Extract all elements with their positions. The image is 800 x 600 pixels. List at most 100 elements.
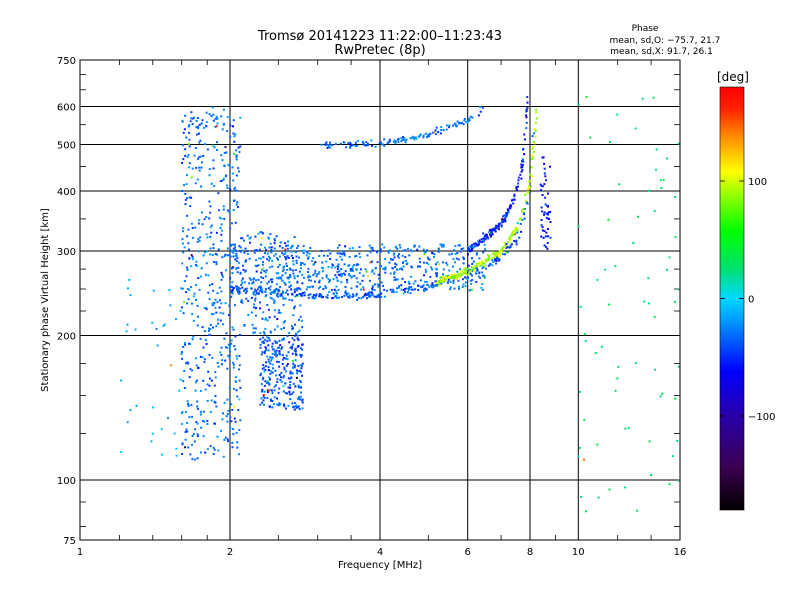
data-point — [196, 422, 199, 425]
data-point — [244, 292, 247, 294]
data-point — [301, 348, 303, 351]
data-point — [351, 269, 354, 272]
grid — [80, 60, 680, 540]
data-point — [371, 260, 373, 263]
data-point — [391, 267, 394, 270]
x-tick-label: 2 — [227, 547, 233, 558]
data-point — [265, 361, 267, 364]
data-point — [182, 230, 185, 233]
data-point — [209, 205, 212, 208]
data-point — [542, 229, 544, 232]
data-point — [241, 277, 244, 280]
data-point — [458, 287, 460, 290]
data-point — [301, 274, 304, 277]
data-point — [403, 139, 406, 142]
data-point — [267, 337, 270, 340]
data-point — [475, 281, 478, 283]
data-point — [641, 97, 644, 100]
data-point — [237, 291, 239, 293]
data-point — [288, 341, 291, 344]
data-point — [549, 210, 552, 213]
data-point — [453, 287, 456, 290]
data-point — [264, 380, 267, 383]
data-point — [294, 385, 297, 388]
data-point — [523, 138, 526, 141]
data-point — [400, 284, 403, 287]
data-point — [481, 263, 484, 266]
data-point — [498, 259, 501, 262]
data-point — [271, 342, 274, 345]
data-point — [343, 254, 346, 257]
data-point — [251, 323, 254, 326]
data-point — [195, 120, 198, 122]
data-point — [416, 265, 419, 268]
data-point — [290, 376, 293, 379]
data-point — [281, 363, 284, 365]
data-point — [253, 306, 255, 309]
data-point — [371, 288, 374, 291]
data-point — [336, 246, 339, 249]
data-point — [270, 370, 273, 373]
data-point — [203, 330, 206, 333]
data-point — [269, 331, 272, 334]
data-point — [406, 262, 409, 265]
data-point — [199, 389, 202, 392]
data-point — [486, 253, 489, 256]
data-point — [181, 162, 183, 164]
data-point — [198, 169, 201, 172]
data-point — [221, 256, 224, 259]
data-point — [419, 285, 422, 288]
data-point — [259, 343, 262, 346]
data-point — [488, 254, 491, 257]
data-point — [319, 286, 322, 288]
data-point — [216, 435, 219, 438]
data-point — [268, 376, 271, 379]
data-point — [220, 115, 223, 118]
data-point — [322, 270, 324, 273]
data-point — [287, 351, 290, 354]
data-point — [607, 218, 610, 221]
data-point — [469, 273, 472, 275]
data-point — [549, 221, 552, 223]
data-point — [343, 294, 346, 297]
data-point — [241, 281, 244, 284]
data-point — [283, 357, 285, 359]
data-point — [531, 175, 534, 178]
data-point — [271, 357, 274, 360]
data-point — [534, 129, 537, 132]
data-point — [234, 248, 236, 251]
data-point — [299, 304, 302, 307]
data-point — [273, 292, 276, 294]
data-point — [295, 369, 298, 372]
data-point — [366, 142, 369, 145]
data-point — [236, 271, 239, 274]
data-point — [253, 249, 256, 252]
data-point — [269, 378, 271, 381]
data-point — [277, 391, 280, 394]
data-point — [255, 270, 258, 273]
data-point — [208, 353, 211, 356]
data-point — [259, 403, 262, 406]
data-point — [282, 374, 285, 377]
data-point — [452, 279, 455, 282]
data-point — [220, 223, 223, 226]
data-point — [371, 293, 374, 296]
data-point — [214, 252, 217, 255]
data-point — [393, 279, 396, 282]
data-point — [195, 126, 198, 129]
data-point — [237, 292, 240, 295]
data-point — [128, 278, 131, 281]
data-point — [196, 405, 199, 408]
data-point — [206, 148, 209, 151]
data-point — [216, 117, 219, 120]
data-point — [481, 288, 484, 291]
data-point — [470, 269, 473, 272]
data-point — [288, 384, 291, 387]
data-point — [240, 237, 243, 240]
data-point — [220, 154, 223, 157]
data-point — [439, 132, 442, 135]
data-point — [513, 232, 515, 235]
data-point — [320, 295, 323, 298]
data-point — [231, 222, 233, 225]
data-point — [279, 276, 282, 279]
